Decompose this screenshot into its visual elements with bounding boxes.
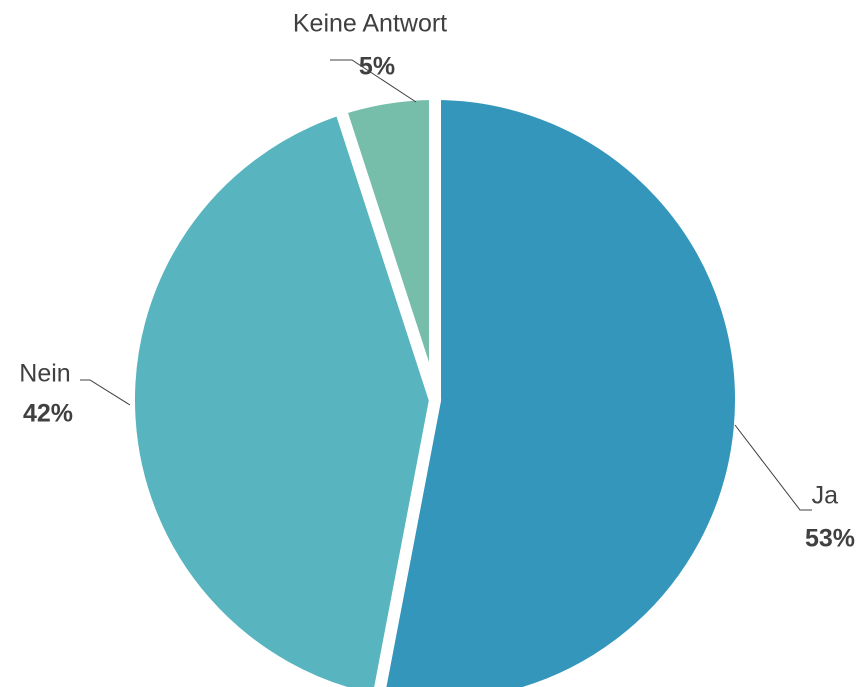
pie-slice bbox=[332, 87, 441, 402]
leader-line bbox=[80, 379, 131, 406]
slice-value-label: 53% bbox=[805, 525, 855, 553]
leader-line bbox=[330, 59, 417, 103]
slice-label: Nein bbox=[19, 360, 70, 388]
slice-label: Ja bbox=[812, 482, 839, 510]
leader-line bbox=[734, 424, 812, 511]
slice-value-label: 42% bbox=[23, 400, 73, 428]
slice-label: Keine Antwort bbox=[293, 10, 447, 38]
pie-slice bbox=[374, 87, 747, 687]
pie-slice bbox=[123, 101, 442, 687]
slice-value-label: 5% bbox=[359, 53, 395, 81]
